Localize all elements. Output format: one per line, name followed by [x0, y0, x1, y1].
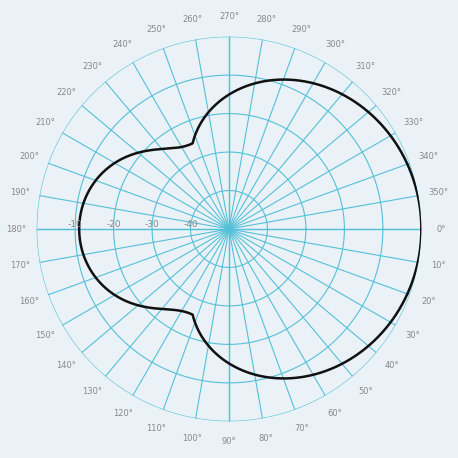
Text: -40: -40	[183, 220, 198, 229]
Text: -30: -30	[145, 220, 159, 229]
Text: -20: -20	[106, 220, 121, 229]
Text: -10: -10	[68, 220, 82, 229]
